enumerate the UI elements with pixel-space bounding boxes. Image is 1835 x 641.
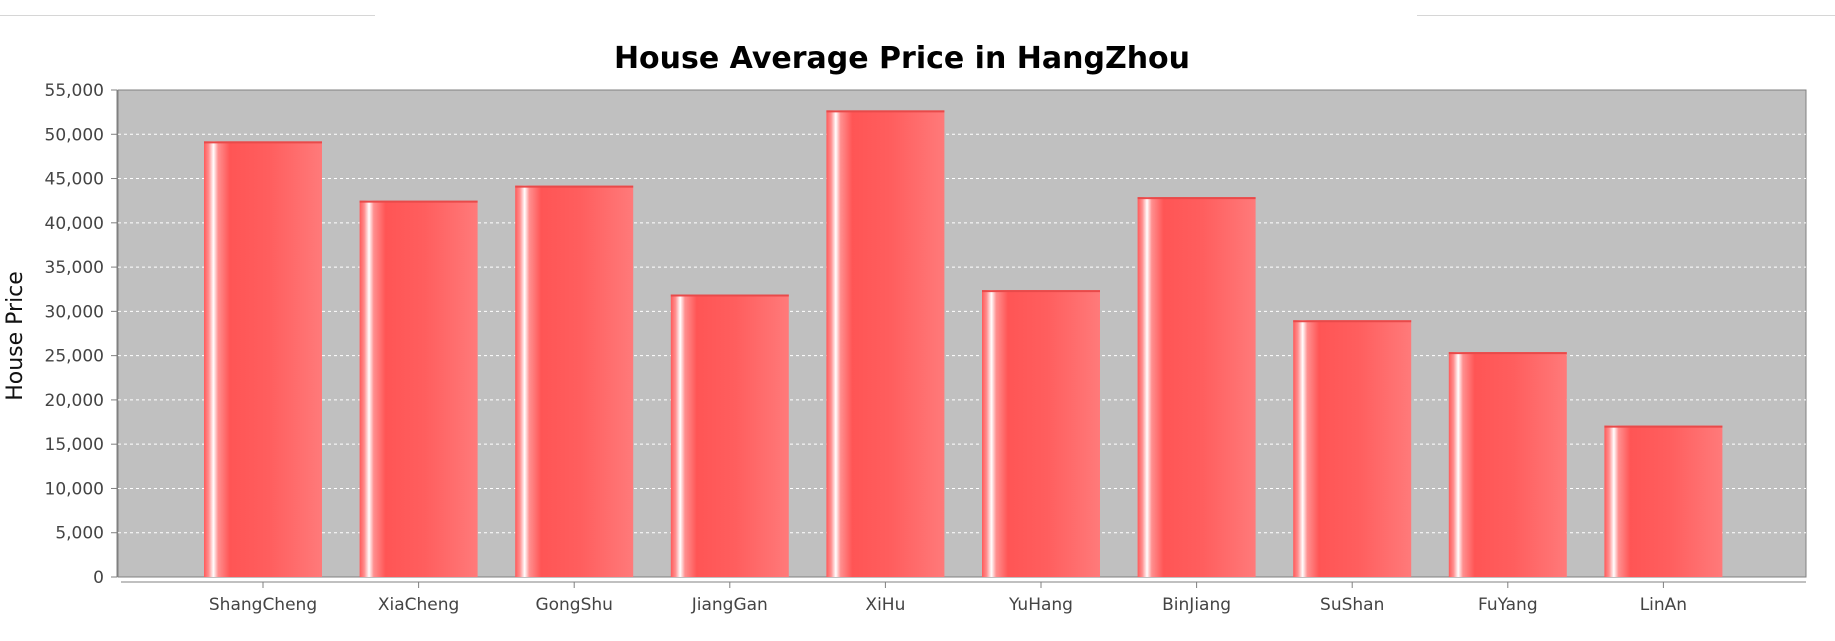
y-tick-label: 5,000 [55, 524, 104, 544]
x-tick-label-jianggan: JiangGan [691, 595, 768, 615]
x-tick-label-binjiang: BinJiang [1162, 595, 1231, 615]
x-tick-label-xiacheng: XiaCheng [378, 595, 459, 615]
chart-title: House Average Price in HangZhou [614, 41, 1190, 76]
top-divider-left [0, 15, 375, 16]
x-tick-label-sushan: SuShan [1320, 595, 1384, 615]
x-tick-label-fuyang: FuYang [1478, 595, 1538, 615]
y-tick-label: 15,000 [45, 435, 104, 455]
y-tick-label: 55,000 [45, 81, 104, 101]
y-tick-label: 50,000 [45, 125, 104, 145]
x-tick-label-shangcheng: ShangCheng [209, 595, 317, 615]
y-tick-label: 35,000 [45, 258, 104, 278]
bar-yuhang [982, 290, 1100, 577]
bar-xiacheng [359, 200, 478, 577]
bar-linan [1604, 425, 1723, 577]
bar-xihu [826, 110, 945, 578]
y-tick-label: 10,000 [45, 479, 104, 499]
y-tick-label: 30,000 [45, 302, 104, 322]
y-axis-label: House Price [3, 271, 28, 401]
bar-shangcheng [204, 141, 322, 577]
y-tick-label: 20,000 [45, 391, 104, 411]
x-tick-label-gongshu: GongShu [535, 595, 612, 615]
x-tick-label-linan: LinAn [1640, 595, 1687, 615]
y-tick-label: 45,000 [45, 170, 104, 190]
bar-gongshu [515, 185, 634, 577]
y-tick-label: 40,000 [45, 214, 104, 234]
bar-fuyang [1448, 352, 1567, 577]
bar-sushan [1293, 320, 1412, 577]
x-tick-label-yuhang: YuHang [1008, 595, 1073, 615]
bar-binjiang [1137, 197, 1256, 577]
bar-jianggan [670, 294, 789, 577]
top-divider-right [1417, 15, 1835, 16]
y-tick-label: 25,000 [45, 347, 104, 367]
x-tick-label-xihu: XiHu [865, 595, 905, 615]
y-tick-label: 0 [93, 568, 104, 588]
